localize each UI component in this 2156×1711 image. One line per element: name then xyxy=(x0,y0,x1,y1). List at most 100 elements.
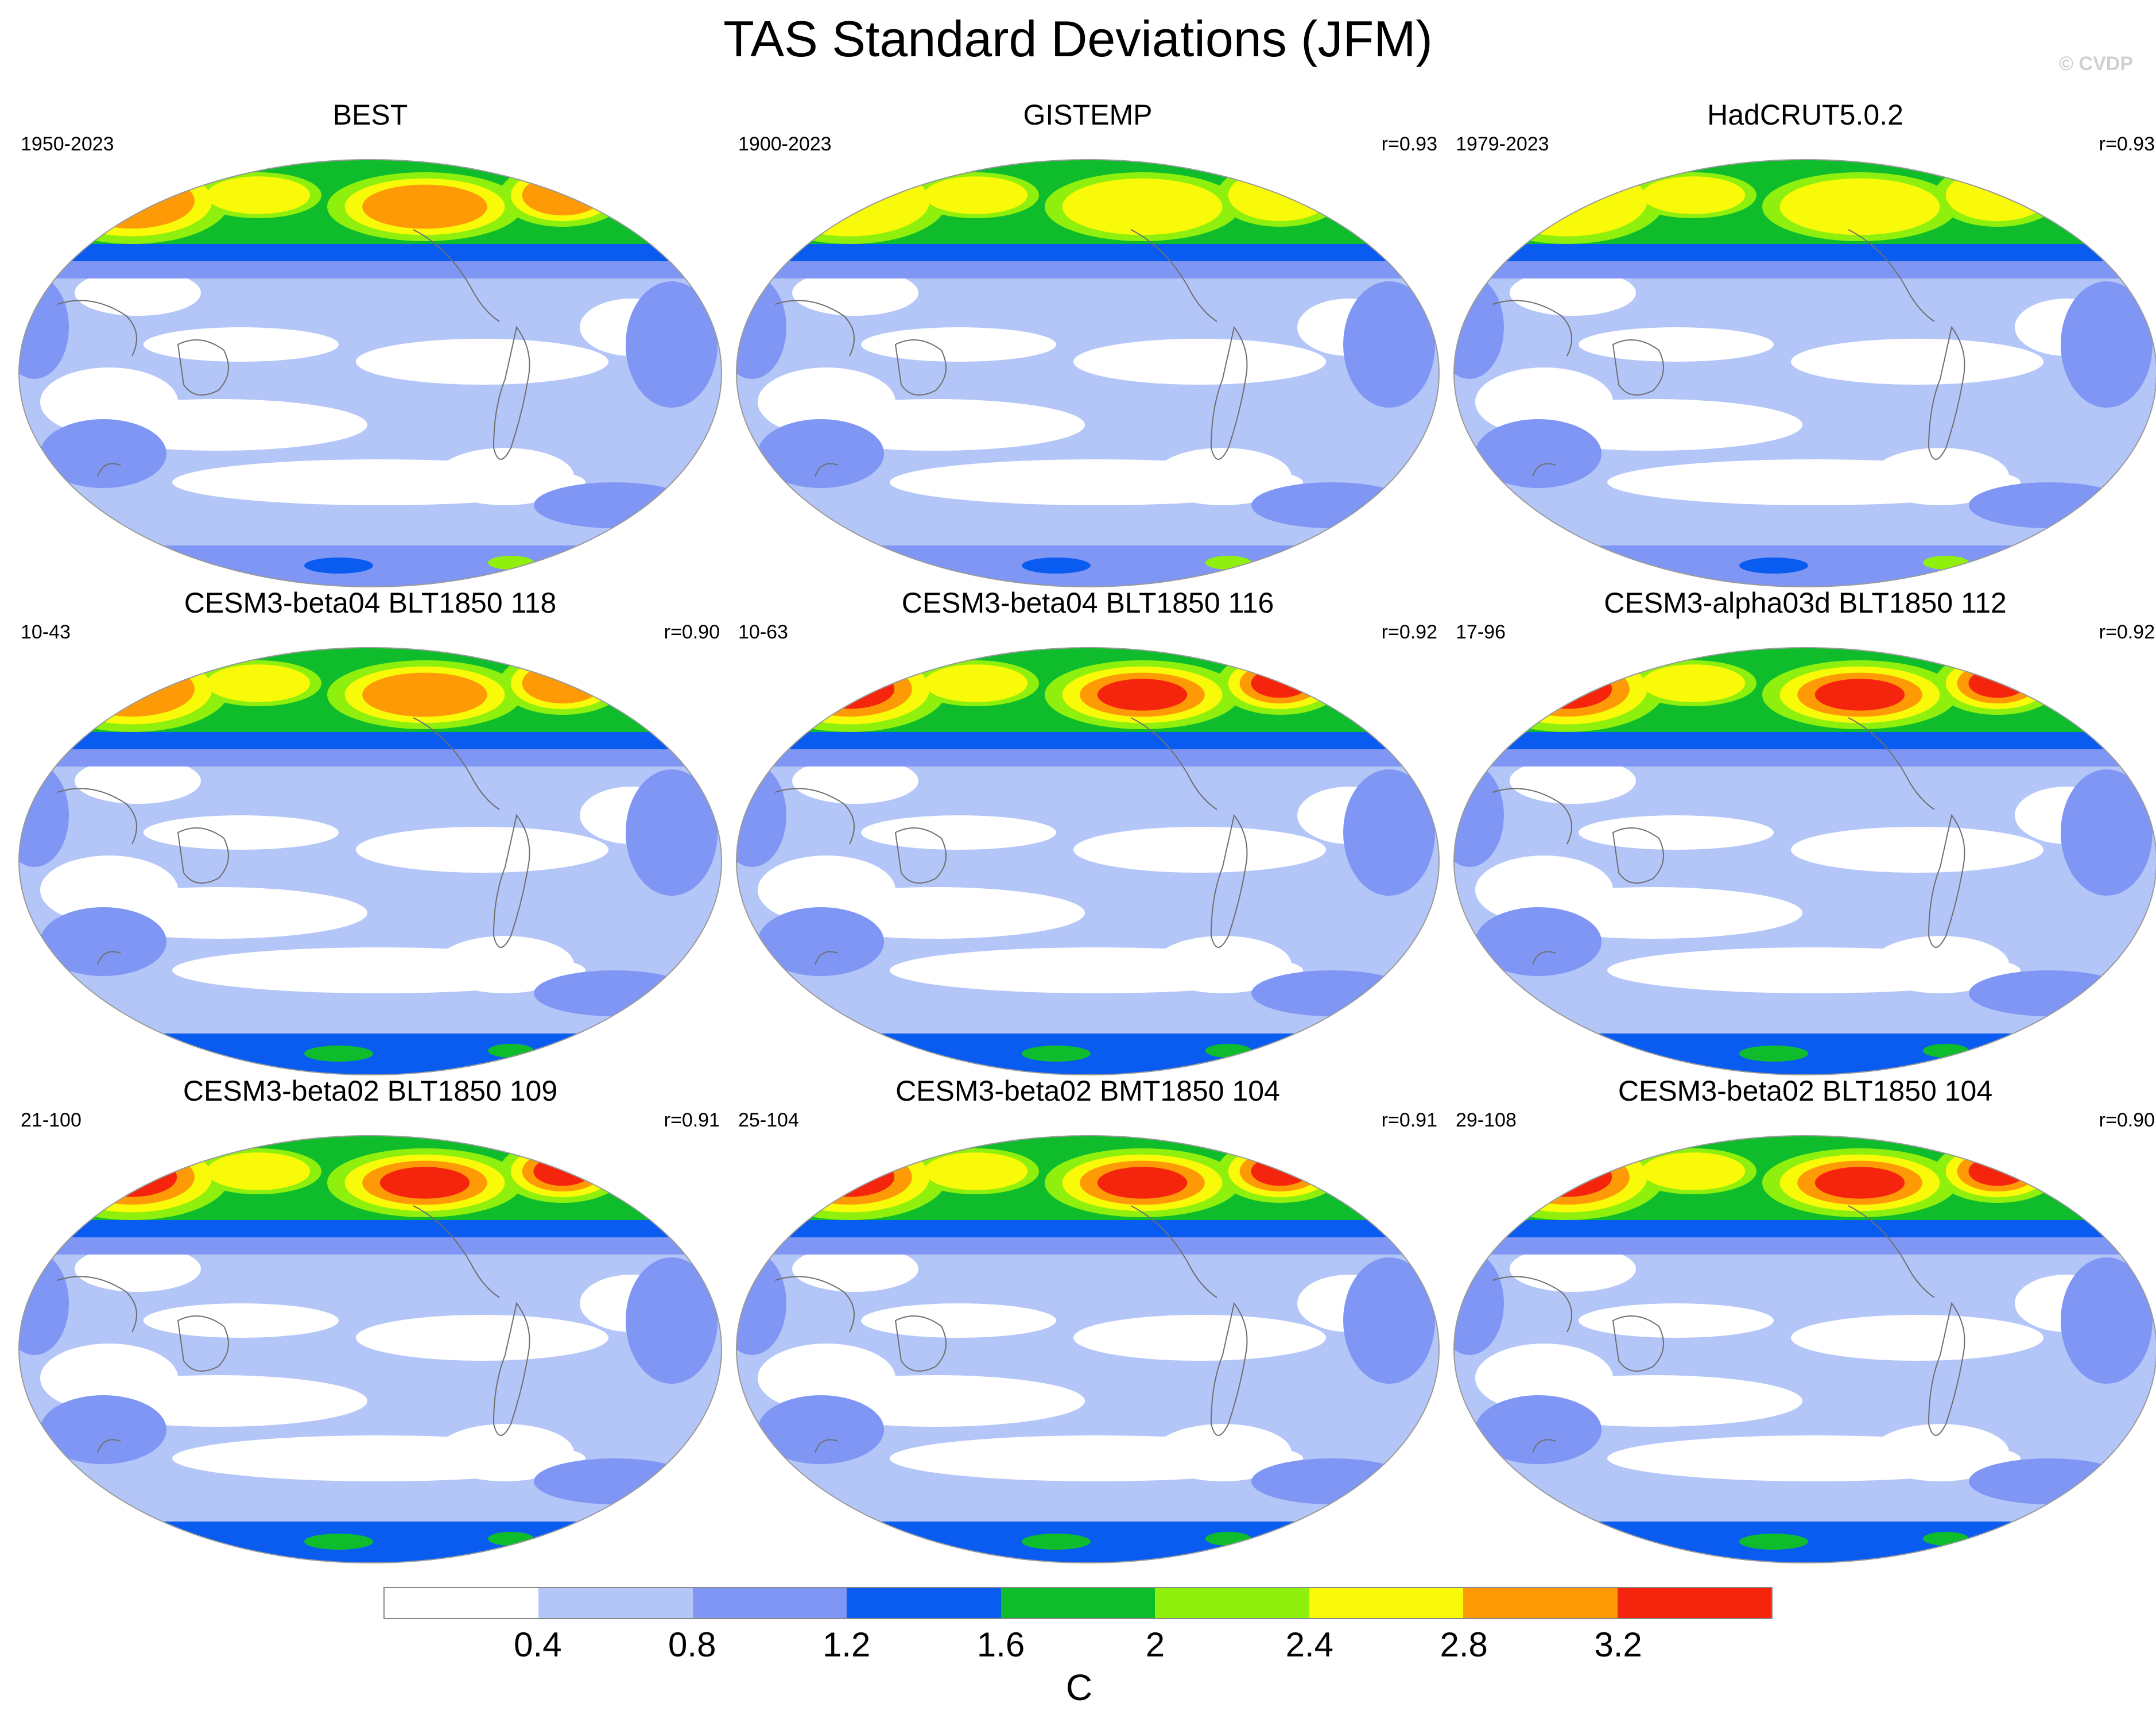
map xyxy=(729,155,1447,591)
low-variance-region xyxy=(356,339,608,385)
colorbar-tick-label: 2.8 xyxy=(1440,1625,1488,1664)
low-variance-region xyxy=(75,1246,201,1292)
low-variance-region xyxy=(1791,1315,2043,1361)
map-boundary xyxy=(736,159,1440,587)
moderate-variance-region xyxy=(1343,281,1435,408)
map xyxy=(729,643,1447,1079)
map xyxy=(1447,155,2156,591)
coastline xyxy=(774,788,855,845)
antarctic-hotspot xyxy=(488,556,534,570)
low-variance-region xyxy=(1791,339,2043,385)
low-variance-region xyxy=(792,758,918,804)
panel-years: 1979-2023 xyxy=(1456,133,1549,155)
moderate-variance-region xyxy=(534,1458,695,1504)
moderate-variance-region xyxy=(2061,1257,2153,1384)
coastline xyxy=(1532,463,1556,477)
panel-correlation: r=0.91 xyxy=(1381,1109,1437,1131)
moderate-variance-region xyxy=(1454,1252,1504,1355)
coastline xyxy=(493,1302,530,1436)
antarctic-hotspot xyxy=(1205,1044,1251,1058)
low-variance-region xyxy=(75,758,201,804)
map-boundary xyxy=(18,647,722,1075)
coastline xyxy=(493,326,530,460)
low-variance-region xyxy=(1475,1344,1613,1412)
map-boundary xyxy=(1453,647,2156,1075)
coastline xyxy=(774,300,855,357)
moderate-variance-region xyxy=(736,276,786,379)
moderate-variance-region xyxy=(1343,1257,1435,1384)
moderate-variance-region xyxy=(758,1395,884,1464)
panel-years: 1950-2023 xyxy=(21,133,114,155)
hotspot-level-6 xyxy=(1945,169,2050,222)
antarctic-hotspot xyxy=(1739,558,1808,574)
hotspot-level-8 xyxy=(1251,668,1309,698)
low-variance-region xyxy=(1579,1303,1774,1338)
moderate-variance-region xyxy=(626,281,718,408)
panel-years: 21-100 xyxy=(21,1109,82,1131)
coastline xyxy=(1532,951,1556,965)
hotspot-level-8 xyxy=(1968,668,2027,698)
coastline xyxy=(57,788,137,845)
low-variance-region xyxy=(758,367,895,436)
moderate-variance-region xyxy=(40,1395,166,1464)
hotspot-level-6 xyxy=(769,165,930,237)
colorbar-swatch xyxy=(1001,1588,1155,1618)
coastline xyxy=(815,463,839,477)
map-boundary xyxy=(1453,1135,2156,1563)
colorbar-swatch xyxy=(1155,1588,1309,1618)
hotspot-level-6 xyxy=(1487,165,1647,237)
low-variance-region xyxy=(1073,827,1326,873)
panel-title: CESM3-beta04 BLT1850 116 xyxy=(901,587,1274,619)
low-variance-region xyxy=(144,327,339,362)
low-variance-region xyxy=(861,1303,1056,1338)
colorbar-swatch xyxy=(1309,1588,1464,1618)
moderate-variance-region xyxy=(40,907,166,976)
map xyxy=(11,155,729,591)
panel-years: 10-63 xyxy=(738,621,788,643)
map-boundary xyxy=(736,647,1440,1075)
coastline xyxy=(1848,1205,1935,1298)
antarctic-hotspot xyxy=(1205,556,1251,570)
moderate-variance-region xyxy=(1475,907,1602,976)
colorbar-swatch xyxy=(692,1588,847,1618)
map-panel: CESM3-beta04 BLT1850 116 10-63 r=0.92 xyxy=(729,586,1447,1079)
hotspot-level-6 xyxy=(924,1152,1028,1190)
low-variance-region xyxy=(792,1246,918,1292)
low-variance-region xyxy=(1510,1246,1636,1292)
coastline xyxy=(1928,1302,1965,1436)
hotspot-level-6 xyxy=(1062,178,1223,235)
low-variance-region xyxy=(1154,1424,1292,1481)
colorbar-tick-label: 2.4 xyxy=(1285,1625,1334,1664)
low-variance-region xyxy=(40,856,178,924)
colorbar xyxy=(383,1587,1773,1619)
colorbar-swatch xyxy=(538,1588,693,1618)
panel-title: CESM3-beta04 BLT1850 118 xyxy=(184,587,557,619)
coastline xyxy=(1612,827,1664,884)
colorbar-swatch xyxy=(847,1588,1001,1618)
panel-years: 29-108 xyxy=(1456,1109,1517,1131)
coastline xyxy=(413,1205,500,1298)
map xyxy=(1447,643,2156,1079)
coastline xyxy=(177,1315,229,1372)
colorbar-tick-label: 1.6 xyxy=(976,1625,1025,1664)
hotspot-level-6 xyxy=(206,176,311,214)
coastline xyxy=(57,1276,137,1333)
hotspot-level-7 xyxy=(522,663,603,704)
low-variance-region xyxy=(1871,936,2009,993)
panel-title: CESM3-beta02 BLT1850 104 xyxy=(1618,1075,1993,1107)
map-panel: CESM3-beta02 BLT1850 104 29-108 r=0.90 xyxy=(1447,1074,2156,1567)
moderate-variance-region xyxy=(1454,276,1504,379)
panel-correlation: r=0.90 xyxy=(2099,1109,2155,1131)
antarctic-hotspot xyxy=(304,1046,373,1062)
coastline xyxy=(1532,1439,1556,1453)
panel-correlation: r=0.92 xyxy=(2099,621,2155,643)
antarctic-hotspot xyxy=(1923,1044,1969,1058)
low-variance-region xyxy=(436,1424,574,1481)
moderate-variance-region xyxy=(19,276,69,379)
map-svg xyxy=(1453,647,2156,1075)
panel-title: CESM3-alpha03d BLT1850 112 xyxy=(1604,587,2007,619)
coastline xyxy=(177,827,229,884)
hotspot-level-6 xyxy=(924,664,1028,702)
hotspot-level-6 xyxy=(1641,1152,1746,1190)
colorbar-swatch xyxy=(1617,1588,1771,1618)
